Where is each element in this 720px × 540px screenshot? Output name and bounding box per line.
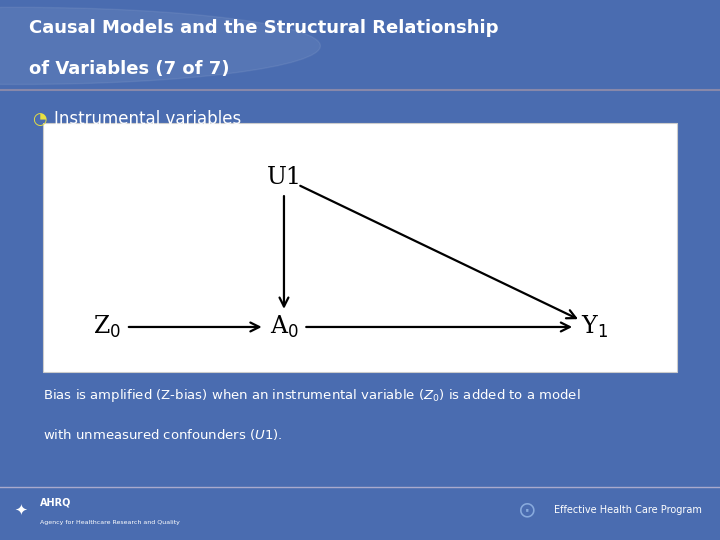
Text: Causal Models and the Structural Relationship: Causal Models and the Structural Relatio… [29,18,498,37]
Text: ⊙: ⊙ [518,500,537,521]
Text: ◔: ◔ [32,110,47,127]
Text: Agency for Healthcare Research and Quality: Agency for Healthcare Research and Quali… [40,520,179,525]
Text: U1: U1 [266,166,302,190]
Text: Y$_1$: Y$_1$ [581,314,608,340]
Text: AHRQ: AHRQ [40,497,71,507]
FancyArrowPatch shape [300,186,576,318]
FancyArrowPatch shape [306,322,570,332]
FancyArrowPatch shape [279,196,289,306]
Circle shape [0,8,320,84]
Text: Effective Health Care Program: Effective Health Care Program [554,505,702,515]
FancyBboxPatch shape [43,123,677,372]
Text: of Variables (7 of 7): of Variables (7 of 7) [29,60,229,78]
Text: Z$_0$: Z$_0$ [92,314,121,340]
Text: ✦: ✦ [14,503,27,518]
Text: A$_0$: A$_0$ [269,314,298,340]
Text: with unmeasured confounders ($U1$).: with unmeasured confounders ($U1$). [43,427,283,442]
FancyArrowPatch shape [129,322,259,332]
Text: Instrumental variables: Instrumental variables [54,110,241,127]
Text: Bias is amplified (Z-bias) when an instrumental variable ($Z_0$) is added to a m: Bias is amplified (Z-bias) when an instr… [43,388,581,404]
